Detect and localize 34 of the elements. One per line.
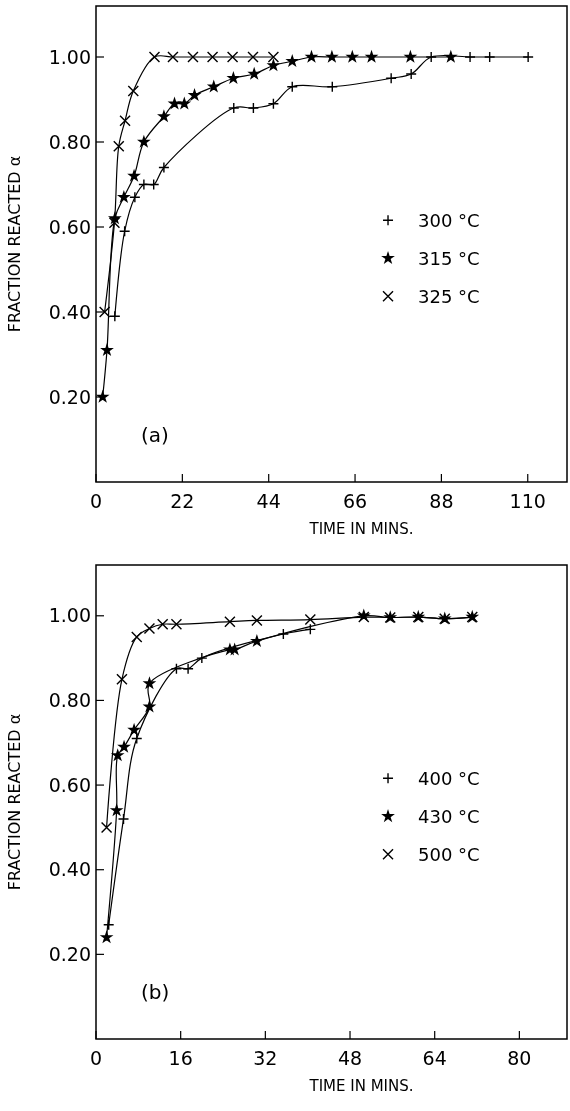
legend-label: 325 °C <box>418 285 480 307</box>
y-axis-title: FRACTION REACTED α <box>5 155 24 333</box>
y-tick-label: 0.60 <box>48 215 91 238</box>
y-tick-label: 0.20 <box>48 943 91 966</box>
y-tick-label: 0.40 <box>48 300 91 323</box>
x-tick-label: 0 <box>89 490 103 512</box>
x-axis-title: TIME IN MINS. <box>308 1077 414 1095</box>
legend-label: 315 °C <box>418 247 480 269</box>
x-tick-label: 88 <box>429 490 454 512</box>
x-tick-label: 22 <box>170 490 195 512</box>
x-tick-label: 0 <box>89 1047 103 1069</box>
legend-label: 500 °C <box>418 843 480 865</box>
y-tick-label: 0.40 <box>48 858 91 881</box>
x-tick-label: 64 <box>422 1047 447 1069</box>
y-tick-label: 1.00 <box>48 45 91 68</box>
x-tick-label: 80 <box>507 1047 532 1069</box>
y-axis-title: FRACTION REACTED α <box>5 713 24 891</box>
legend-label: 430 °C <box>418 805 480 827</box>
x-tick-label: 16 <box>168 1047 193 1069</box>
y-tick-label: 0.20 <box>48 385 91 408</box>
legend-label: 400 °C <box>418 767 480 789</box>
annotation: (b) <box>141 980 170 1004</box>
x-axis-title: TIME IN MINS. <box>308 520 414 538</box>
legend-label: 300 °C <box>418 209 480 231</box>
x-tick-label: 32 <box>253 1047 278 1069</box>
x-tick-label: 44 <box>256 490 281 512</box>
x-tick-label: 48 <box>337 1047 363 1069</box>
y-tick-label: 0.80 <box>48 689 91 712</box>
y-tick-label: 0.80 <box>48 130 91 153</box>
x-tick-label: 66 <box>342 490 368 512</box>
y-tick-label: 1.00 <box>48 604 91 627</box>
x-tick-label: 110 <box>509 490 546 512</box>
annotation: (a) <box>141 423 169 447</box>
y-tick-label: 0.60 <box>48 773 91 796</box>
